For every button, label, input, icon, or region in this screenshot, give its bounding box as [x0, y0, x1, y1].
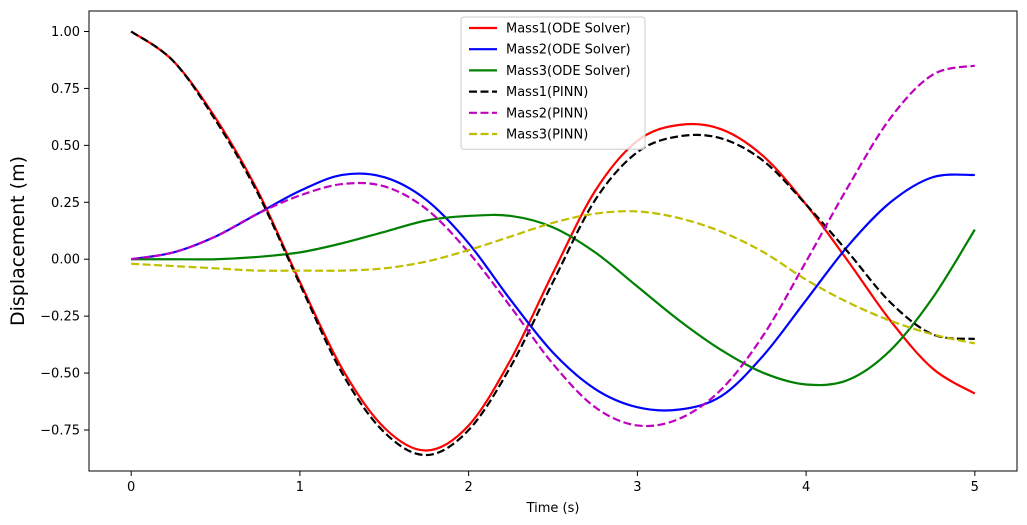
x-tick-label: 1: [296, 480, 304, 495]
legend-label: Mass3(ODE Solver): [506, 64, 631, 79]
series-line-mass3-ode-solver: [131, 213, 976, 387]
x-axis-label: Time (s): [526, 501, 580, 516]
y-tick-label: 0.75: [51, 82, 80, 97]
series-line-mass2-ode-solver: [131, 172, 975, 412]
x-tick-label: 4: [802, 480, 810, 495]
plot-frame: [88, 10, 1018, 472]
y-tick-label: −0.25: [40, 310, 80, 325]
y-tick-label: −0.75: [40, 424, 80, 439]
legend-label: Mass2(PINN): [506, 106, 588, 121]
x-tick-label: 0: [127, 480, 135, 495]
series-line-mass3-pinn: [131, 210, 976, 345]
y-tick-label: 0.25: [51, 196, 80, 211]
series-line-mass2-pinn: [131, 64, 976, 428]
x-tick-label: 3: [633, 480, 641, 495]
series-line-mass1-pinn: [130, 30, 975, 457]
legend-label: Mass2(ODE Solver): [506, 43, 631, 58]
legend-label: Mass3(PINN): [506, 128, 588, 143]
legend-box: [460, 16, 646, 150]
y-tick-label: −0.50: [40, 367, 80, 382]
legend-label: Mass1(ODE Solver): [506, 22, 631, 37]
y-axis-label: Displacement (m): [7, 156, 29, 326]
x-tick-label: 5: [971, 480, 979, 495]
x-tick-label: 2: [464, 480, 472, 495]
legend-label: Mass1(PINN): [506, 85, 588, 100]
y-tick-label: 0.50: [51, 139, 80, 154]
y-tick-label: 1.00: [51, 25, 80, 40]
y-tick-label: 0.00: [51, 253, 80, 268]
legend: Mass1(ODE Solver) Mass2(ODE Solver) Mass3(…: [460, 16, 646, 150]
